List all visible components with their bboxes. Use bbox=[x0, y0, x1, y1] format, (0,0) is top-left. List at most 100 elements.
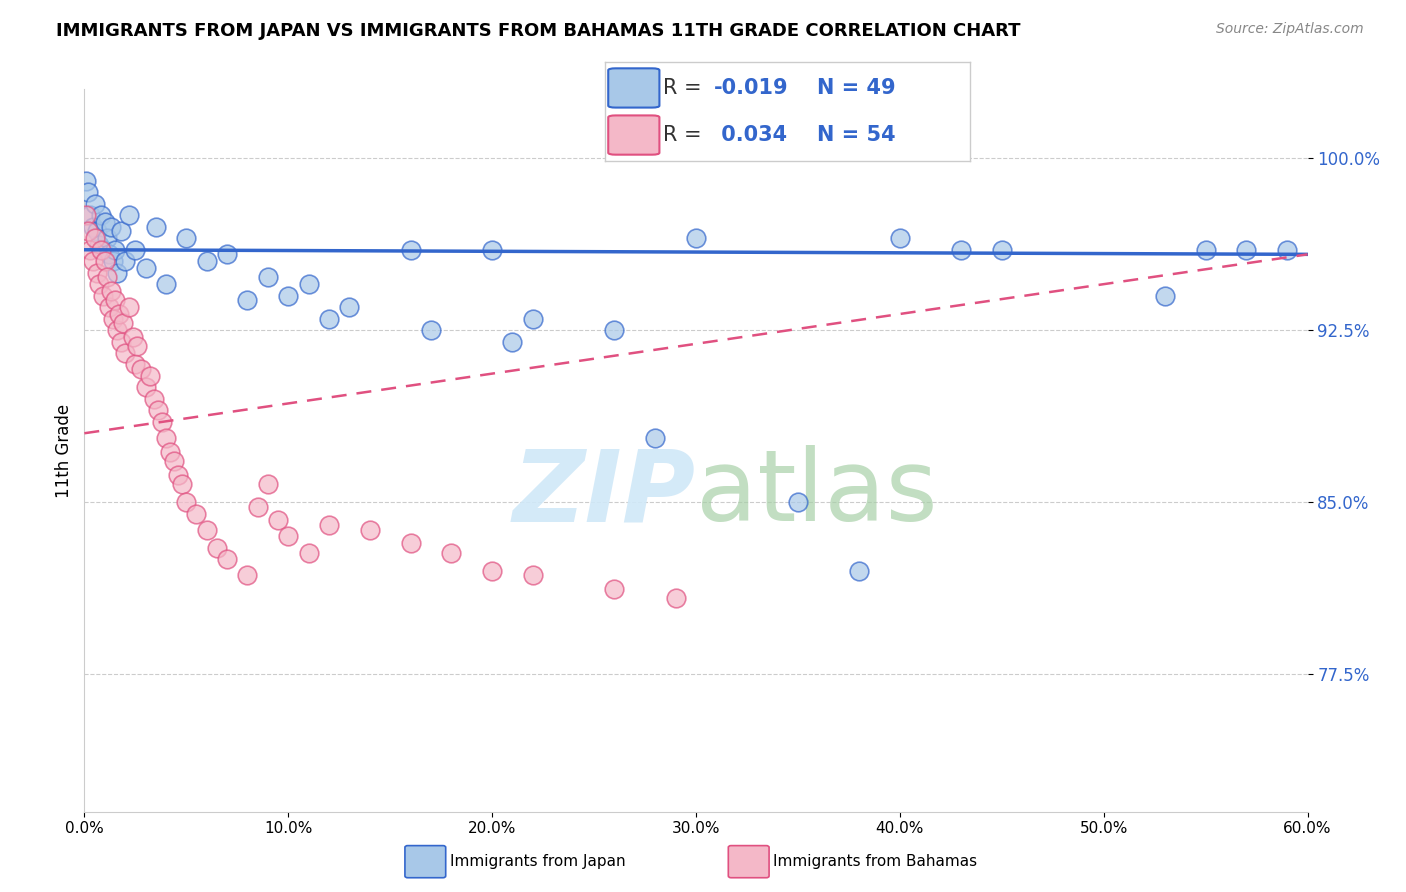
Point bbox=[685, 231, 707, 245]
Point bbox=[1195, 243, 1218, 257]
Point bbox=[502, 334, 524, 349]
Point bbox=[83, 197, 105, 211]
Text: N = 54: N = 54 bbox=[817, 125, 896, 145]
Point bbox=[339, 300, 361, 314]
Point bbox=[522, 311, 544, 326]
Text: IMMIGRANTS FROM JAPAN VS IMMIGRANTS FROM BAHAMAS 11TH GRADE CORRELATION CHART: IMMIGRANTS FROM JAPAN VS IMMIGRANTS FROM… bbox=[56, 22, 1021, 40]
Point bbox=[603, 582, 626, 597]
Point bbox=[298, 545, 321, 559]
Point bbox=[481, 243, 503, 257]
Point bbox=[135, 261, 157, 276]
Point bbox=[86, 224, 108, 238]
Text: -0.019: -0.019 bbox=[714, 78, 789, 98]
Point bbox=[90, 208, 112, 222]
Point bbox=[318, 518, 340, 533]
Text: R =: R = bbox=[664, 78, 709, 98]
Point bbox=[101, 311, 124, 326]
Point bbox=[110, 224, 132, 238]
Point bbox=[87, 238, 110, 252]
Point bbox=[950, 243, 973, 257]
Point bbox=[105, 323, 128, 337]
Point bbox=[399, 243, 422, 257]
Point bbox=[118, 208, 141, 222]
Point bbox=[155, 431, 177, 445]
Point bbox=[127, 339, 149, 353]
Point bbox=[97, 300, 120, 314]
Point bbox=[104, 293, 127, 308]
Text: N = 49: N = 49 bbox=[817, 78, 896, 98]
Point bbox=[118, 300, 141, 314]
Point bbox=[145, 219, 167, 234]
Point bbox=[787, 495, 810, 509]
Point bbox=[277, 288, 299, 302]
Point bbox=[96, 231, 118, 245]
Point bbox=[318, 311, 340, 326]
Y-axis label: 11th Grade: 11th Grade bbox=[55, 403, 73, 498]
Point bbox=[82, 254, 104, 268]
Point bbox=[217, 552, 239, 566]
Point bbox=[112, 316, 135, 330]
Point bbox=[1154, 288, 1177, 302]
FancyBboxPatch shape bbox=[609, 115, 659, 154]
Point bbox=[91, 243, 114, 257]
Point bbox=[172, 476, 194, 491]
Point bbox=[75, 208, 97, 222]
Point bbox=[359, 523, 381, 537]
Point bbox=[163, 454, 186, 468]
Point bbox=[82, 219, 104, 234]
Point bbox=[174, 495, 197, 509]
Point bbox=[236, 568, 259, 582]
Point bbox=[440, 545, 463, 559]
Point bbox=[522, 568, 544, 582]
Point bbox=[1277, 243, 1299, 257]
Point bbox=[91, 288, 114, 302]
Point bbox=[848, 564, 870, 578]
Point bbox=[665, 591, 688, 606]
Text: atlas: atlas bbox=[696, 445, 938, 542]
Point bbox=[159, 444, 181, 458]
Point bbox=[217, 247, 239, 261]
Point bbox=[110, 334, 132, 349]
Point bbox=[124, 358, 146, 372]
Point bbox=[146, 403, 169, 417]
Text: R =: R = bbox=[664, 125, 709, 145]
Point bbox=[195, 523, 218, 537]
Point bbox=[481, 564, 503, 578]
Point bbox=[420, 323, 443, 337]
Point bbox=[167, 467, 190, 482]
Text: Immigrants from Bahamas: Immigrants from Bahamas bbox=[773, 855, 977, 869]
Point bbox=[142, 392, 165, 406]
Point bbox=[86, 266, 108, 280]
Point bbox=[93, 254, 115, 268]
Point bbox=[114, 346, 136, 360]
Point bbox=[195, 254, 218, 268]
Point bbox=[100, 219, 122, 234]
Point bbox=[150, 415, 173, 429]
Text: 0.034: 0.034 bbox=[714, 125, 787, 145]
Point bbox=[108, 307, 131, 321]
Text: Immigrants from Japan: Immigrants from Japan bbox=[450, 855, 626, 869]
Point bbox=[93, 215, 115, 229]
Text: Source: ZipAtlas.com: Source: ZipAtlas.com bbox=[1216, 22, 1364, 37]
Point bbox=[1236, 243, 1258, 257]
Point bbox=[135, 380, 157, 394]
Point bbox=[122, 330, 145, 344]
Point bbox=[298, 277, 321, 292]
Point bbox=[77, 224, 100, 238]
Point bbox=[104, 243, 127, 257]
Point bbox=[79, 243, 101, 257]
Point bbox=[138, 368, 160, 383]
Point bbox=[114, 254, 136, 268]
Point bbox=[246, 500, 269, 514]
Point bbox=[174, 231, 197, 245]
FancyBboxPatch shape bbox=[609, 69, 659, 108]
Point bbox=[90, 243, 112, 257]
Point bbox=[75, 174, 97, 188]
Point bbox=[257, 476, 280, 491]
Text: ZIP: ZIP bbox=[513, 445, 696, 542]
Point bbox=[267, 513, 290, 527]
Point bbox=[105, 266, 128, 280]
Point bbox=[124, 243, 146, 257]
Point bbox=[155, 277, 177, 292]
Point bbox=[991, 243, 1014, 257]
